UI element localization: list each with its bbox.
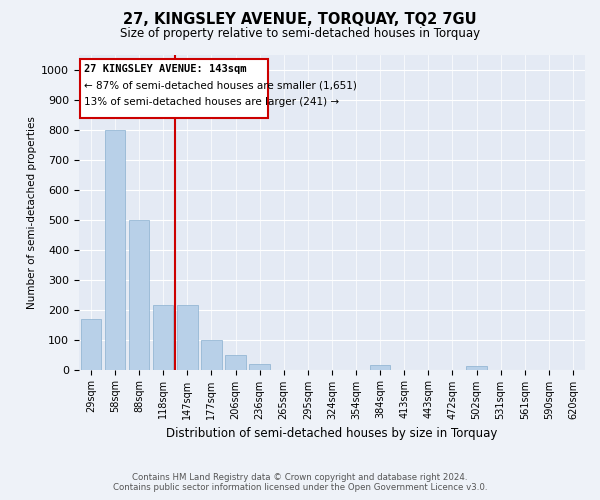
- Bar: [370, 365, 391, 370]
- Bar: [225, 354, 246, 370]
- Text: ← 87% of semi-detached houses are smaller (1,651): ← 87% of semi-detached houses are smalle…: [84, 80, 356, 90]
- Y-axis label: Number of semi-detached properties: Number of semi-detached properties: [27, 116, 37, 308]
- Bar: [250, 364, 270, 370]
- Bar: [105, 130, 125, 370]
- Bar: [466, 366, 487, 370]
- Text: 27, KINGSLEY AVENUE, TORQUAY, TQ2 7GU: 27, KINGSLEY AVENUE, TORQUAY, TQ2 7GU: [123, 12, 477, 28]
- Text: Size of property relative to semi-detached houses in Torquay: Size of property relative to semi-detach…: [120, 28, 480, 40]
- Bar: [201, 340, 221, 370]
- Bar: [80, 319, 101, 370]
- Text: Contains HM Land Registry data © Crown copyright and database right 2024.
Contai: Contains HM Land Registry data © Crown c…: [113, 473, 487, 492]
- X-axis label: Distribution of semi-detached houses by size in Torquay: Distribution of semi-detached houses by …: [166, 427, 497, 440]
- Text: 13% of semi-detached houses are larger (241) →: 13% of semi-detached houses are larger (…: [84, 97, 339, 107]
- Text: 27 KINGSLEY AVENUE: 143sqm: 27 KINGSLEY AVENUE: 143sqm: [84, 64, 246, 74]
- Bar: [129, 220, 149, 370]
- Bar: [153, 305, 173, 370]
- FancyBboxPatch shape: [80, 60, 268, 118]
- Bar: [177, 305, 197, 370]
